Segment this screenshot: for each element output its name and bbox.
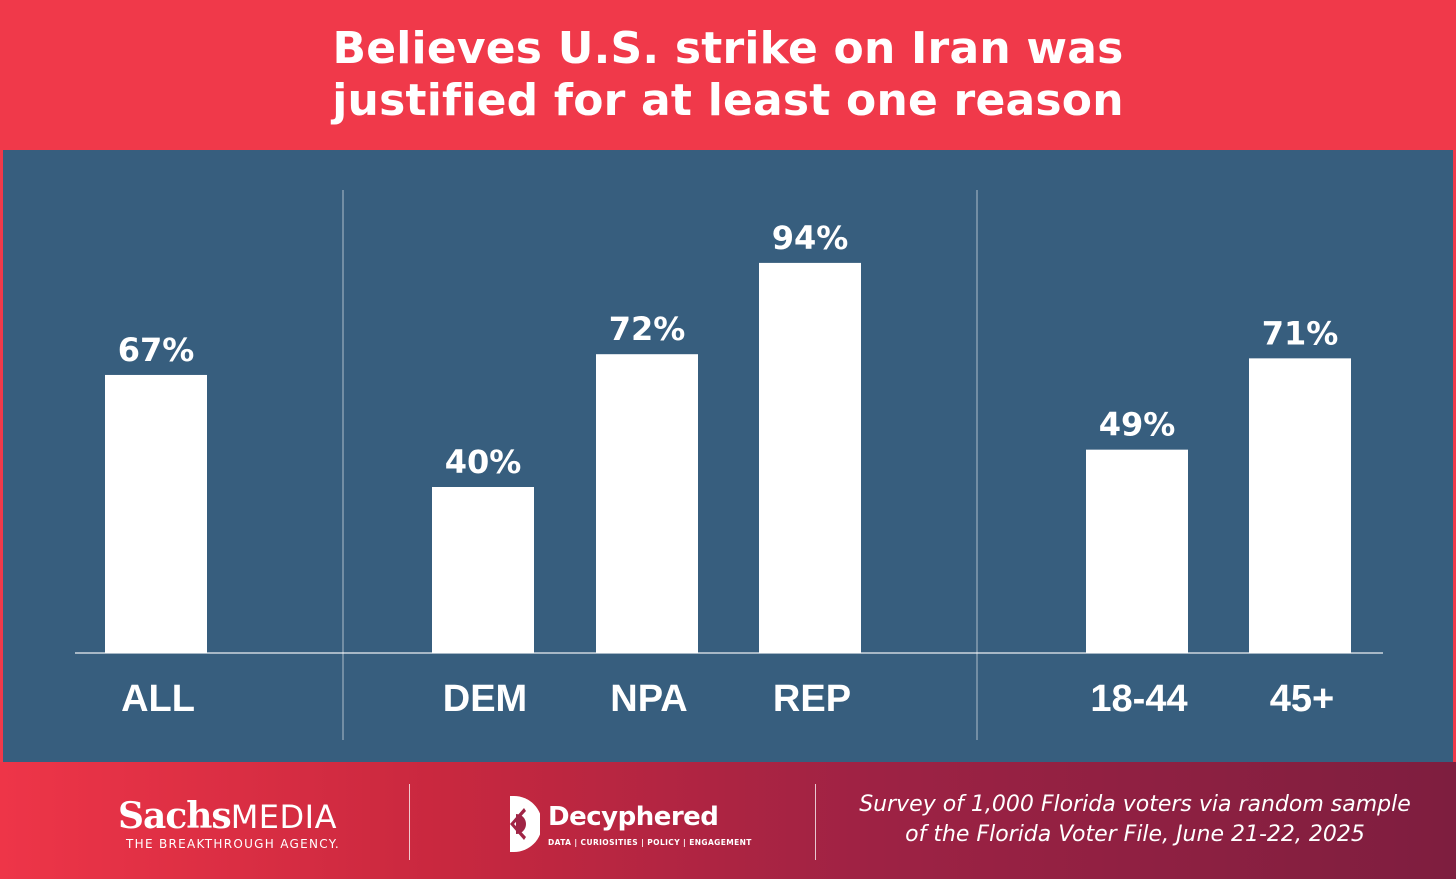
bar-rep [759, 262, 861, 653]
sachs-tagline: THE BREAKTHROUGH AGENCY. [126, 837, 341, 851]
chart-title-line-2: justified for at least one reason [332, 75, 1124, 126]
category-label-dem: DEM [443, 678, 527, 720]
category-label-45-: 45+ [1270, 678, 1334, 720]
category-label-npa: NPA [610, 678, 687, 720]
bar-all [105, 374, 207, 653]
decyphered-name: Decyphered [548, 801, 719, 832]
sachs-logo-bold: Sachs [118, 795, 232, 837]
category-label-18-44: 18-44 [1090, 678, 1187, 720]
data-label-18-44: 49% [1099, 406, 1176, 444]
decyphered-icon [510, 796, 540, 852]
bar-chart: 67% ALL 40% DEM 72% NPA 94% REP 49% 18-44 71% 45+ [75, 190, 1383, 740]
survey-note-line-1: Survey of 1,000 Florida voters via rando… [859, 792, 1411, 817]
chart-panel: 67% ALL 40% DEM 72% NPA 94% REP 49% 18-44 71% 45+ [3, 150, 1453, 762]
data-label-npa: 72% [609, 310, 686, 348]
bar-45- [1249, 358, 1351, 653]
decyphered-tagline: DATA | CURIOSITIES | POLICY | ENGAGEMENT [548, 837, 752, 847]
sachs-media-logo: SachsMEDIA THE BREAKTHROUGH AGENCY. [118, 796, 340, 851]
footer-divider-1 [409, 784, 410, 860]
data-label-dem: 40% [445, 443, 522, 481]
survey-note: Survey of 1,000 Florida voters via rando… [830, 790, 1440, 850]
category-label-all: ALL [121, 678, 195, 720]
survey-note-line-2: of the Florida Voter File, June 21-22, 2… [905, 822, 1365, 847]
sachs-logo-light: MEDIA [230, 798, 337, 836]
data-label-all: 67% [118, 331, 195, 369]
chart-title-line-1: Believes U.S. strike on Iran was [332, 23, 1124, 74]
data-label-rep: 94% [772, 219, 849, 257]
footer-divider-2 [815, 784, 816, 860]
category-label-rep: REP [773, 678, 851, 720]
bar-18-44 [1086, 449, 1188, 653]
decyphered-logo: Decyphered DATA | CURIOSITIES | POLICY |… [506, 794, 752, 854]
bar-npa [596, 354, 698, 653]
footer: SachsMEDIA THE BREAKTHROUGH AGENCY. Decy… [0, 762, 1456, 879]
chart-title-banner: Believes U.S. strike on Iran was justifi… [0, 0, 1456, 150]
data-label-45-: 71% [1262, 314, 1339, 352]
bar-dem [432, 487, 534, 653]
